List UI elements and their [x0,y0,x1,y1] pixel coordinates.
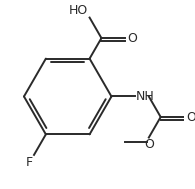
Text: HO: HO [68,4,88,17]
Text: O: O [144,138,154,151]
Text: O: O [127,32,137,45]
Text: F: F [26,156,33,169]
Text: NH: NH [136,90,155,103]
Text: O: O [186,111,195,123]
